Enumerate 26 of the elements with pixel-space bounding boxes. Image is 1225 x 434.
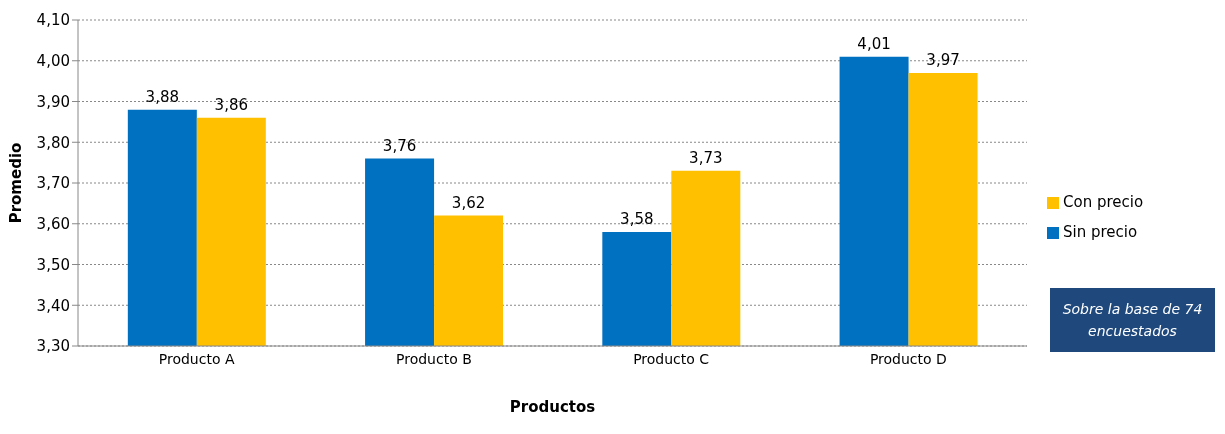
y-tick-label: 4,00: [36, 52, 70, 71]
x-axis-title: Productos: [509, 398, 596, 416]
x-tick-label: Producto C: [633, 350, 710, 367]
data-label: 3,62: [451, 193, 486, 212]
x-tick-label: Producto A: [158, 350, 235, 367]
y-tick-label: 3,50: [36, 255, 70, 274]
y-tick-label: 3,70: [36, 174, 70, 193]
y-tick-label: 3,60: [36, 215, 70, 234]
data-label: 4,01: [857, 34, 891, 53]
y-tick-label: 3,80: [36, 133, 70, 152]
note-box: Sobre la base de 74 encuestados: [1050, 288, 1215, 352]
y-tick-label: 3,30: [36, 337, 70, 356]
y-axis-title: Promedio: [7, 142, 26, 224]
y-tick-label: 3,40: [36, 296, 70, 315]
data-label: 3,73: [689, 148, 723, 167]
legend-label: Con precio: [1063, 193, 1144, 211]
y-tick-label: 4,10: [36, 11, 70, 30]
data-label: 3,58: [620, 209, 654, 228]
data-label: 3,76: [382, 136, 417, 155]
data-label: 3,86: [214, 95, 249, 114]
x-tick-label: Producto B: [395, 350, 472, 367]
x-tick-label: Producto D: [869, 350, 947, 367]
y-tick-label: 3,90: [36, 92, 70, 111]
data-label: 3,97: [926, 50, 960, 69]
legend-label: Sin precio: [1063, 223, 1138, 241]
data-label: 3,88: [145, 87, 180, 106]
